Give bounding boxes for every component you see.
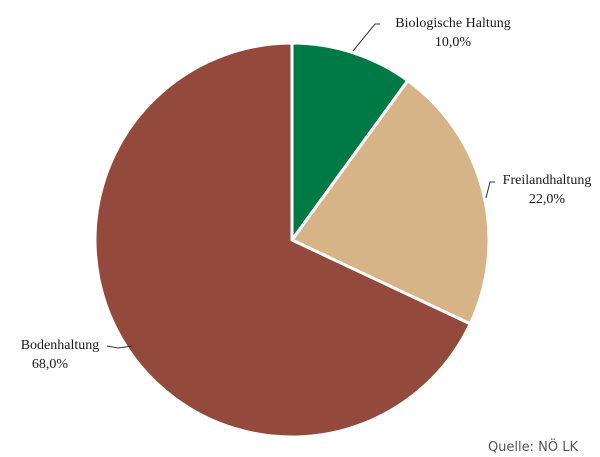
slice-value-bodenhaltung: 68,0% [32,357,69,372]
slice-value-biologische-haltung: 10,0% [435,35,472,50]
leader-line-bodenhaltung [106,345,133,349]
slice-label-freilandhaltung: Freilandhaltung [503,173,592,188]
pie-slice-bodenhaltung [93,41,472,439]
slice-labels: Biologische Haltung 10,0% Freilandhaltun… [21,16,592,372]
source-note: Quelle: NÖ LK [488,438,579,455]
pie-slices [93,41,491,439]
slice-value-freilandhaltung: 22,0% [529,192,566,207]
slice-label-biologische-haltung: Biologische Haltung [395,16,511,31]
pie-slice-biologische-haltung [290,41,410,242]
leader-line-biologische-haltung [352,23,380,52]
slice-label-bodenhaltung: Bodenhaltung [21,338,100,353]
leader-line-freilandhaltung [485,181,495,199]
